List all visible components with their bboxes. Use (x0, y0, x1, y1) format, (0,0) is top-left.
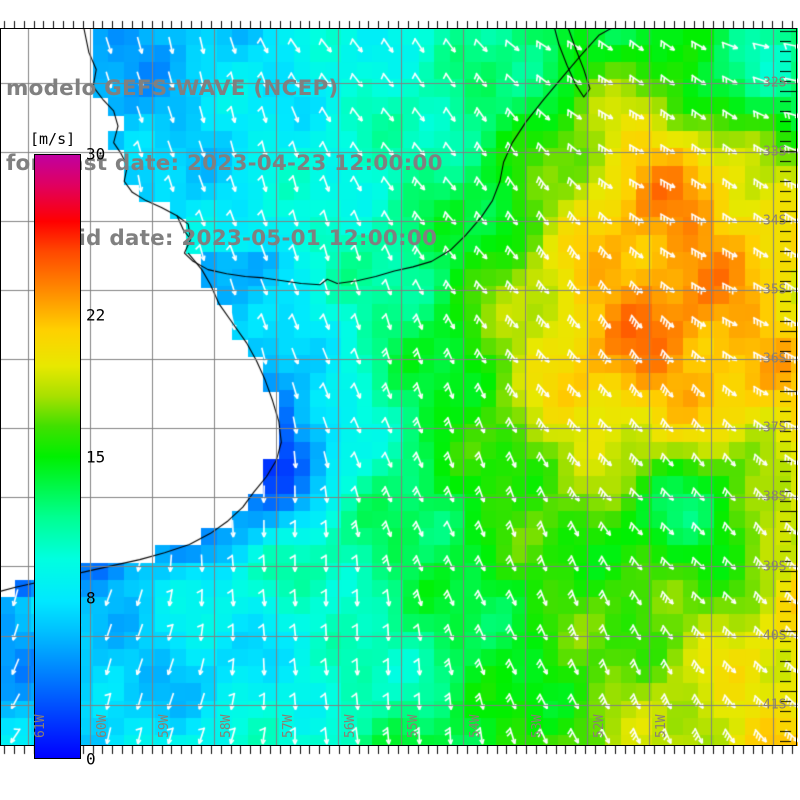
colorbar-tick-30: 30 (86, 144, 106, 164)
right-axis-ticks (780, 28, 800, 746)
colorbar-gradient (34, 154, 81, 759)
colorbar (34, 154, 81, 759)
colorbar-tick-8: 8 (86, 588, 96, 608)
top-axis-ticks (0, 18, 800, 28)
lat-lon-gridlines (0, 28, 798, 746)
map-plot-area (0, 28, 798, 746)
bottom-axis-ticks (0, 746, 800, 758)
colorbar-tick-15: 15 (86, 447, 106, 466)
colorbar-unit-label: [m/s] (30, 130, 76, 148)
colorbar-tick-22: 22 (86, 305, 106, 325)
colorbar-tick-0: 0 (86, 749, 96, 769)
